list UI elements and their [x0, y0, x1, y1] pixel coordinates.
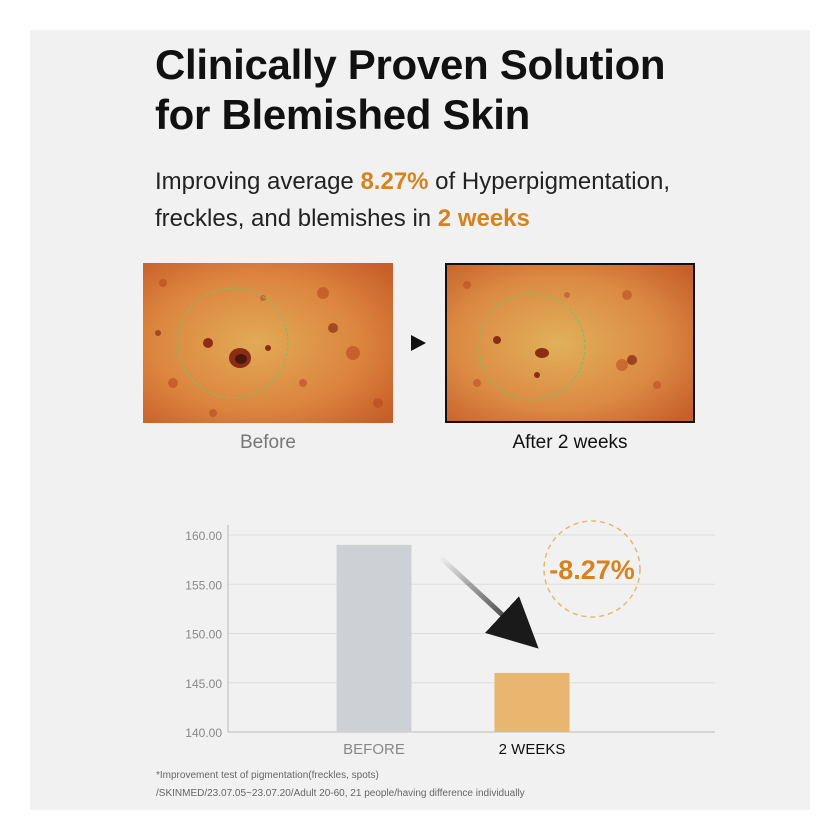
- subheadline-line-1: Improving average 8.27% of Hyperpigmenta…: [155, 163, 775, 200]
- pigmentation-bar-chart: 160.00 155.00 150.00 145.00 140.00 BEFORE 2 W…: [140, 485, 760, 758]
- subheadline-text-1: Improving average: [155, 168, 361, 195]
- headline-line-2: for Blemished Skin: [155, 91, 531, 138]
- duration-highlight: 2 weeks: [437, 205, 530, 232]
- headline-line-1: Clinically Proven Solution: [155, 41, 666, 88]
- bar-2-weeks: [494, 672, 570, 732]
- y-tick-label: 160.00: [185, 529, 222, 543]
- footnote: *Improvement test of pigmentation(freckl…: [156, 767, 525, 803]
- x-category-label: 2 WEEKS: [499, 741, 566, 755]
- annotation-value: -8.27%: [549, 555, 635, 585]
- y-tick-label: 150.00: [185, 628, 222, 642]
- subheadline-text-3: freckles, and blemishes in: [155, 205, 438, 232]
- annotation-dashed-circle: [543, 520, 641, 618]
- after-skin-photo: [445, 263, 695, 423]
- y-tick-label: 155.00: [185, 578, 222, 592]
- before-skin-photo: [143, 263, 393, 423]
- footnote-line-1: *Improvement test of pigmentation(freckl…: [156, 770, 379, 781]
- subheadline-text-2: of Hyperpigmentation,: [428, 168, 670, 195]
- improvement-percent-highlight: 8.27%: [360, 168, 429, 195]
- footnote-line-2: /SKINMED/23.07.05~23.07.20/Adult 20-60, …: [156, 788, 525, 799]
- x-category-label: BEFORE: [343, 741, 405, 755]
- subheadline: Improving average 8.27% of Hyperpigmenta…: [155, 163, 775, 237]
- content-panel: Clinically Proven Solution for Blemished…: [30, 30, 810, 810]
- y-tick-label: 140.00: [185, 726, 222, 740]
- after-caption: After 2 weeks: [512, 432, 628, 453]
- bar-before: [336, 544, 412, 732]
- play-arrow-icon: [411, 335, 426, 351]
- trend-arrow: [438, 555, 539, 649]
- headline: Clinically Proven Solution for Blemished…: [155, 40, 775, 140]
- y-tick-label: 145.00: [185, 677, 222, 691]
- chart-canvas: 160.00 155.00 150.00 145.00 140.00 BEFORE 2 W…: [185, 520, 715, 758]
- subheadline-line-2: freckles, and blemishes in 2 weeks: [155, 200, 775, 237]
- before-caption: Before: [240, 432, 296, 453]
